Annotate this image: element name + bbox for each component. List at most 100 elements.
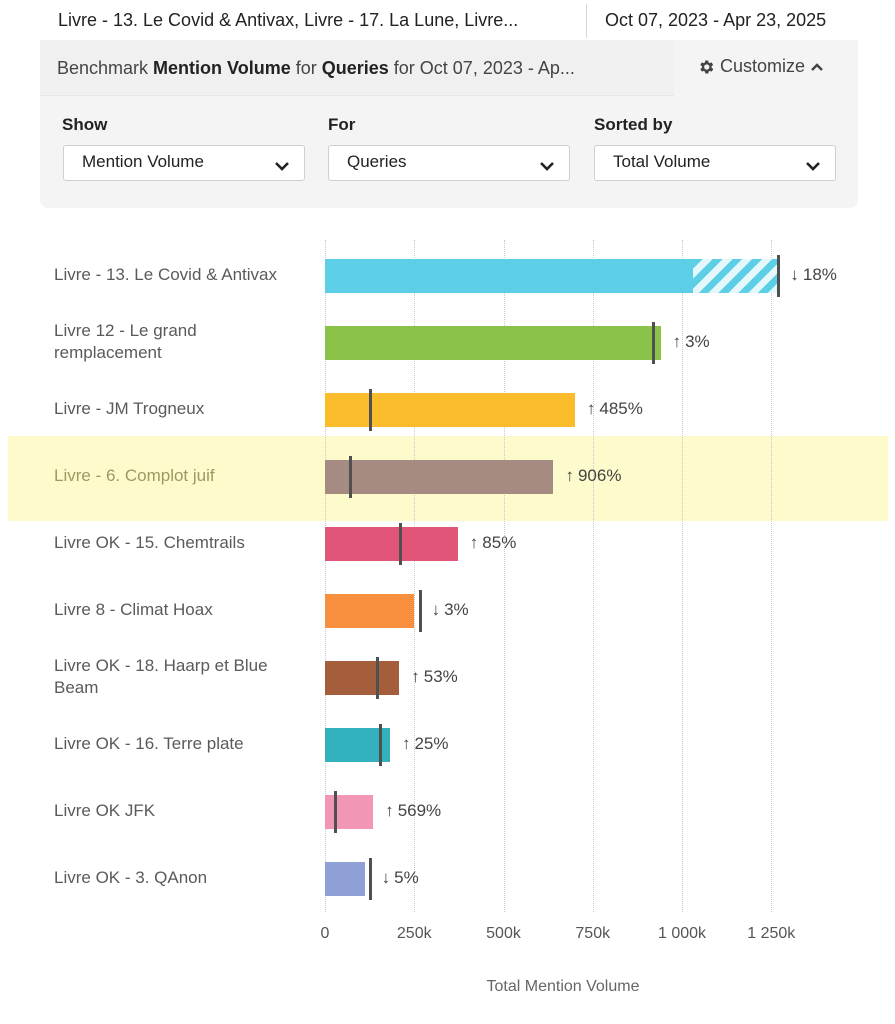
x-tick-label: 250k — [396, 925, 432, 942]
change-label: ↓ 3% — [432, 600, 469, 620]
value-bar[interactable] — [325, 862, 365, 896]
for-label: For — [328, 115, 356, 134]
arrow-up-icon: ↑ — [565, 466, 574, 485]
previous-period-marker — [777, 255, 781, 297]
title-entity: Queries — [321, 58, 389, 78]
value-bar[interactable] — [325, 795, 374, 829]
category-label[interactable]: Livre OK - 15. Chemtrails — [54, 533, 245, 552]
x-axis-title: Total Mention Volume — [486, 978, 640, 995]
top-bar: Livre - 13. Le Covid & Antivax, Livre - … — [0, 0, 895, 42]
arrow-up-icon: ↑ — [385, 801, 394, 820]
x-gridline — [771, 240, 773, 912]
category-label[interactable]: Livre OK - 3. QAnon — [54, 868, 208, 887]
value-bar[interactable] — [325, 728, 390, 762]
arrow-up-icon: ↑ — [672, 332, 682, 351]
sorted-by-select-value: Total Volume — [613, 152, 711, 171]
arrow-up-icon: ↑ — [401, 734, 411, 753]
change-label: ↑ 485% — [587, 399, 643, 419]
change-percent: 53% — [423, 667, 458, 686]
previous-period-marker — [348, 456, 352, 498]
change-percent: 569% — [397, 801, 442, 820]
arrow-up-icon: ↑ — [586, 399, 596, 418]
arrow-down-icon: ↓ — [790, 265, 799, 284]
change-percent: 25% — [414, 734, 449, 753]
change-label: ↑ 53% — [411, 667, 458, 687]
category-label[interactable]: Livre - 13. Le Covid & Antivax — [54, 265, 278, 284]
header-divider — [586, 4, 587, 38]
category-label[interactable]: Livre OK - 18. Haarp et Blue Beam — [54, 656, 268, 697]
show-select-value: Mention Volume — [82, 152, 204, 171]
x-tick-label: 0 — [320, 925, 330, 942]
value-bar[interactable] — [325, 393, 575, 427]
gear-icon — [697, 58, 715, 76]
category-label[interactable]: Livre OK - 16. Terre plate — [54, 734, 244, 753]
x-tick-label: 750k — [575, 925, 611, 942]
value-bar[interactable] — [325, 259, 693, 293]
category-label[interactable]: Livre OK JFK — [54, 801, 156, 820]
value-bar[interactable] — [325, 326, 661, 360]
change-label: ↑ 25% — [402, 734, 449, 754]
benchmark-panel: Benchmark Mention Volume for Queries for… — [40, 40, 858, 208]
previous-period-marker — [398, 523, 402, 565]
query-breadcrumb[interactable]: Livre - 13. Le Covid & Antivax, Livre - … — [58, 10, 519, 30]
chevron-down-icon — [805, 157, 821, 177]
change-label: ↓ 18% — [790, 265, 837, 285]
title-prefix: Benchmark — [57, 58, 154, 78]
benchmark-title: Benchmark Mention Volume for Queries for… — [57, 58, 575, 79]
change-percent: 485% — [599, 399, 643, 418]
previous-period-marker — [333, 791, 337, 833]
x-gridline — [503, 240, 505, 912]
previous-period-marker — [368, 858, 372, 900]
show-label: Show — [62, 115, 108, 134]
value-bar[interactable] — [325, 527, 458, 561]
x-tick-label: 1 000k — [657, 925, 707, 942]
category-label[interactable]: Livre 8 - Climat Hoax — [54, 600, 213, 619]
show-select[interactable]: Mention Volume — [63, 145, 305, 181]
x-tick-label: 500k — [486, 925, 521, 942]
value-bar[interactable] — [325, 661, 400, 695]
arrow-up-icon: ↑ — [411, 667, 420, 686]
change-label: ↑ 85% — [470, 533, 517, 553]
customize-button[interactable]: Customize — [697, 56, 824, 77]
change-percent: 85% — [482, 533, 517, 552]
previous-period-marker — [652, 322, 656, 364]
x-gridline — [682, 240, 683, 912]
for-select[interactable]: Queries — [328, 145, 570, 181]
category-label[interactable]: Livre 12 - Le grand remplacement — [54, 321, 197, 362]
chevron-down-icon — [539, 157, 555, 177]
value-bar[interactable] — [325, 594, 415, 628]
previous-period-marker — [379, 724, 383, 766]
arrow-down-icon: ↓ — [431, 600, 441, 619]
change-percent: 3% — [444, 600, 469, 619]
chevron-down-icon — [274, 157, 290, 177]
change-label: ↑ 3% — [673, 332, 710, 352]
date-range-picker[interactable]: Oct 07, 2023 - Apr 23, 2025 — [605, 10, 827, 30]
title-metric: Mention Volume — [153, 58, 291, 78]
arrow-up-icon: ↑ — [469, 533, 479, 552]
projected-bar[interactable] — [692, 259, 777, 293]
category-label[interactable]: Livre - 6. Complot juif — [54, 466, 215, 485]
value-bar[interactable] — [325, 460, 554, 494]
previous-period-marker — [368, 389, 372, 431]
title-suffix: for Oct 07, 2023 - Ap... — [388, 58, 575, 78]
change-percent: 906% — [577, 466, 622, 485]
previous-period-marker — [375, 657, 379, 699]
sorted-by-select[interactable]: Total Volume — [594, 145, 836, 181]
category-label[interactable]: Livre - JM Trogneux — [54, 399, 205, 418]
change-percent: 3% — [685, 332, 710, 351]
x-gridline — [325, 240, 326, 912]
x-gridline — [592, 240, 594, 912]
customize-label: Customize — [720, 56, 806, 76]
title-for: for — [290, 58, 322, 78]
previous-period-marker — [418, 590, 422, 632]
for-select-value: Queries — [347, 152, 407, 171]
sorted-by-label: Sorted by — [594, 115, 673, 134]
arrow-down-icon: ↓ — [381, 868, 391, 887]
x-tick-label: 1 250k — [747, 925, 796, 942]
change-percent: 18% — [802, 265, 837, 284]
x-gridline — [414, 240, 416, 912]
change-label: ↓ 5% — [382, 868, 419, 888]
chevron-up-icon — [810, 60, 824, 74]
change-label: ↑ 569% — [385, 801, 441, 821]
change-label: ↑ 906% — [565, 466, 621, 486]
